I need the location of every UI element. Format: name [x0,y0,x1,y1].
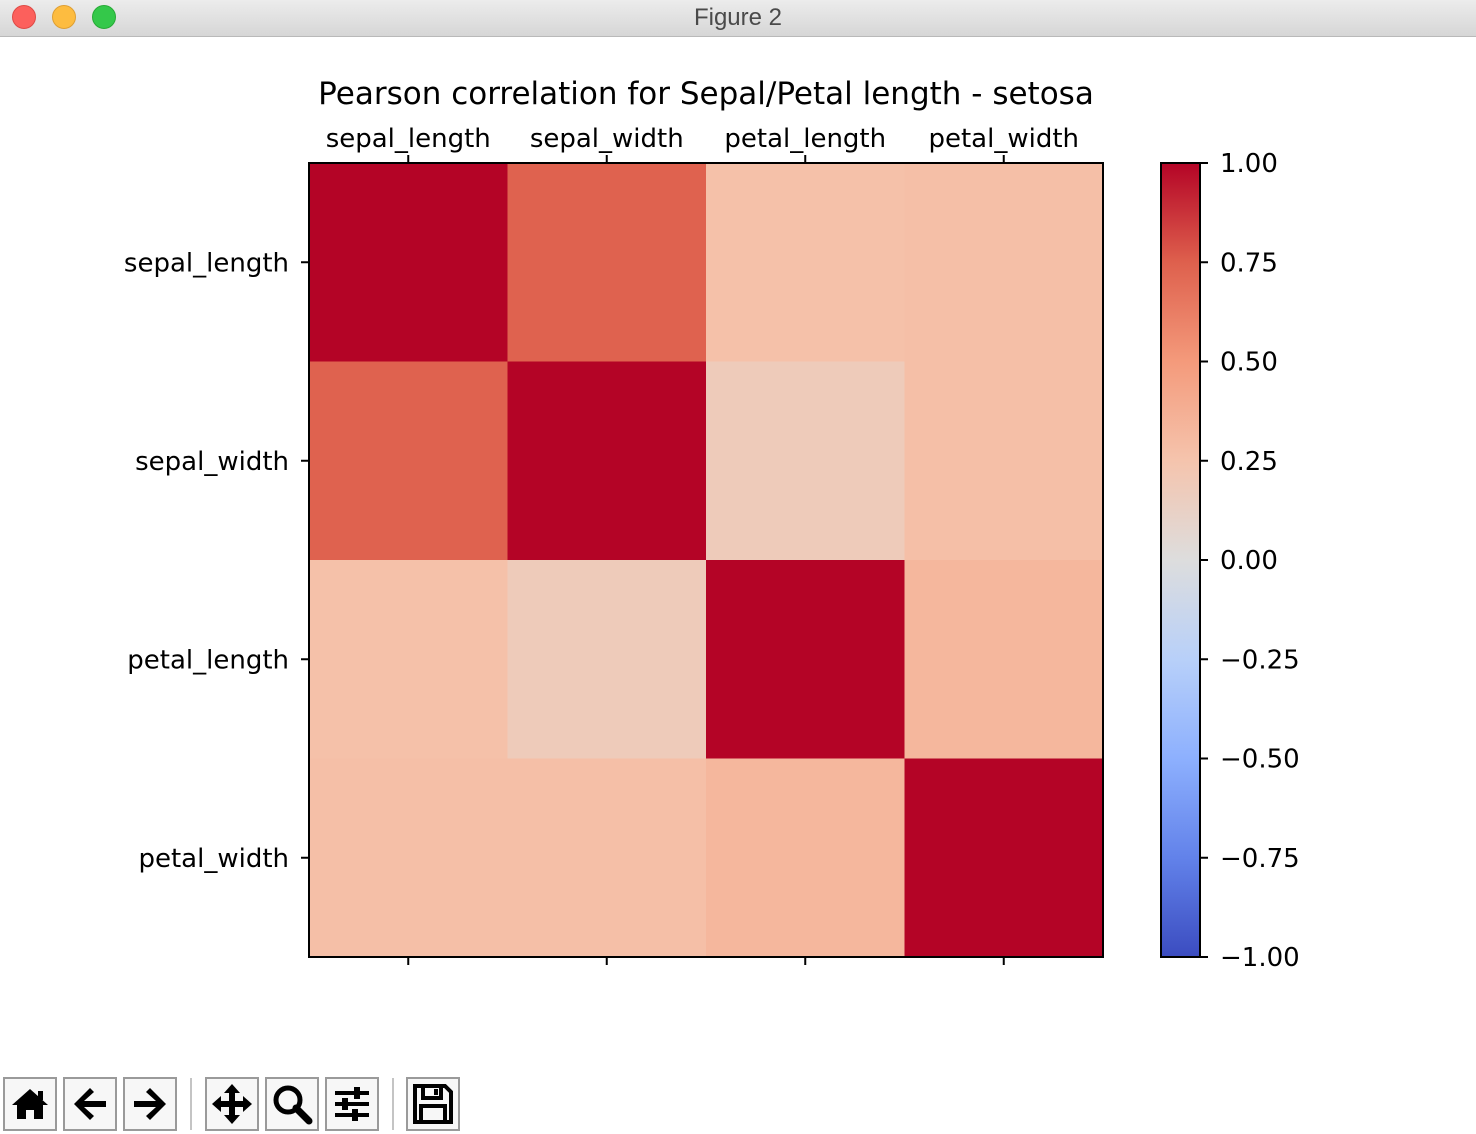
close-window-button[interactable] [12,5,36,29]
heatmap-frame [308,162,1104,958]
home-icon [12,1089,48,1119]
heatmap-cell [904,560,1104,760]
heatmap-cell [904,163,1104,363]
window-title: Figure 2 [693,4,783,31]
heatmap-cell [904,758,1104,958]
magnifier-icon [273,1085,313,1125]
x-tick-label: petal_length [724,124,886,154]
sliders-icon [335,1087,369,1121]
colorbar-tick-label: 1.00 [1220,149,1278,179]
heatmap-cell [706,361,906,561]
heatmap-cell [507,361,707,561]
colorbar [1160,162,1201,958]
y-tick-label: petal_length [127,645,289,675]
move-icon [212,1084,252,1124]
zoom-button[interactable] [265,1077,319,1131]
colorbar-tick-label: −0.50 [1220,745,1300,775]
maximize-window-button[interactable] [92,5,116,29]
back-button[interactable] [63,1077,117,1131]
heatmap-cell [309,560,509,760]
heatmap-cell [706,758,906,958]
y-tick-label: sepal_length [124,248,289,278]
arrow-right-icon [134,1088,166,1120]
configure-subplots-button[interactable] [325,1077,379,1131]
heatmap-cell [706,560,906,760]
navigation-toolbar [0,1074,1476,1134]
x-tick-label: petal_width [928,124,1079,154]
heatmap-cell [309,361,509,561]
x-tick-label: sepal_length [326,124,491,154]
correlation-heatmap-chart: Pearson correlation for Sepal/Petal leng… [124,76,1300,973]
heatmap-cell [904,361,1104,561]
toolbar-separator [392,1078,394,1130]
window-titlebar: Figure 2 [0,0,1476,37]
forward-button[interactable] [123,1077,177,1131]
colorbar-tick-label: 0.50 [1220,348,1278,378]
y-tick-label: sepal_width [135,447,289,477]
heatmap-cell [309,758,509,958]
toolbar-separator [190,1078,192,1130]
colorbar-tick-label: 0.25 [1220,447,1278,477]
save-button[interactable] [406,1077,460,1131]
x-tick-label: sepal_width [530,124,684,154]
colorbar-tick-label: 0.75 [1220,248,1278,278]
arrow-left-icon [74,1088,106,1120]
heatmap-cell [507,758,707,958]
colorbar-tick-label: −0.75 [1220,844,1300,874]
heatmap-cell [309,163,509,363]
y-tick-label: petal_width [138,844,289,874]
colorbar-tick-label: −0.25 [1220,645,1300,675]
home-button[interactable] [3,1077,57,1131]
heatmap-cell [507,163,707,363]
floppy-disk-icon [413,1084,453,1124]
pan-button[interactable] [205,1077,259,1131]
heatmap-cell [507,560,707,760]
colorbar-tick-label: −1.00 [1220,943,1300,973]
colorbar-tick-label: 0.00 [1220,546,1278,576]
chart-title: Pearson correlation for Sepal/Petal leng… [318,76,1094,112]
minimize-window-button[interactable] [52,5,76,29]
heatmap-cell [706,163,906,363]
